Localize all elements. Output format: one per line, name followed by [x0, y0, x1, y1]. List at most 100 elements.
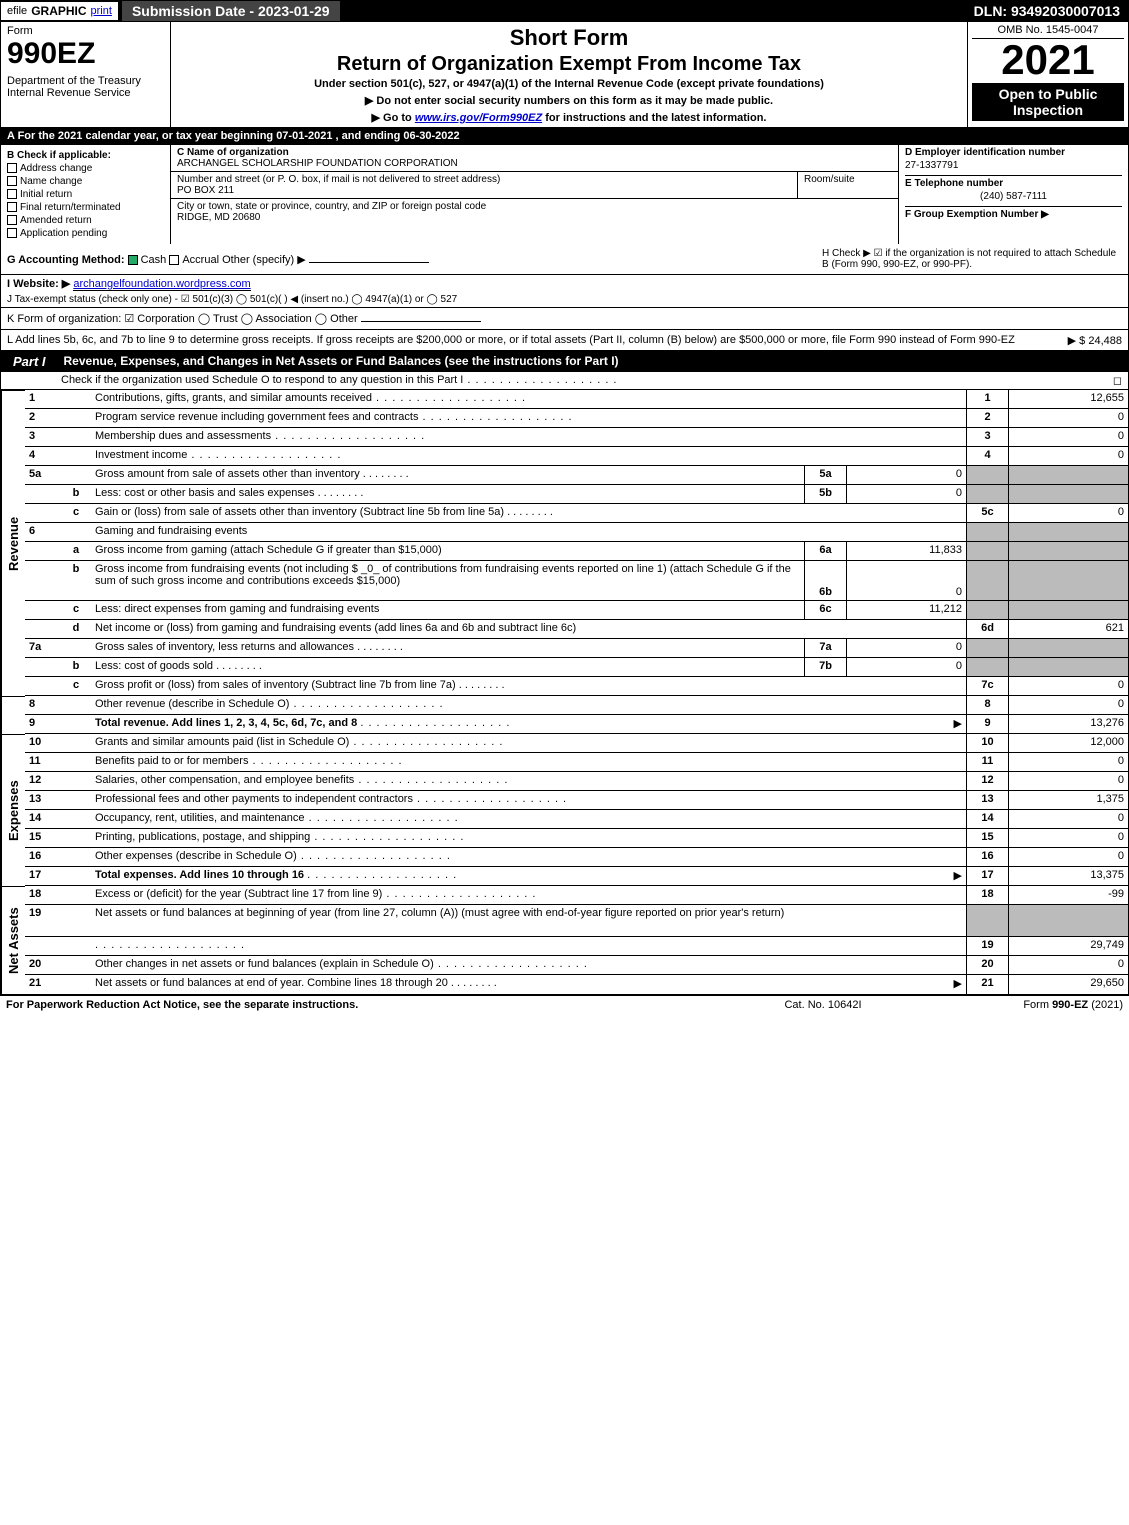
shade-6c-v: [1008, 601, 1128, 620]
graphic-label: GRAPHIC: [31, 4, 86, 18]
k-form-org: K Form of organization: ☑ Corporation ◯ …: [0, 308, 1129, 330]
line-19-val: 29,749: [1008, 937, 1128, 956]
section-a: A For the 2021 calendar year, or tax yea…: [0, 128, 1129, 145]
j-tax-exempt: J Tax-exempt status (check only one) - ☑…: [0, 292, 1129, 308]
line-3-desc: Membership dues and assessments: [91, 428, 966, 447]
room-label: Room/suite: [804, 174, 892, 185]
line-4-num: 4: [25, 447, 61, 466]
street-value: PO BOX 211: [177, 185, 791, 196]
e-phone-label: E Telephone number: [905, 175, 1122, 189]
phone-value: (240) 587-7111: [905, 189, 1122, 206]
line-6-desc: Gaming and fundraising events: [91, 523, 966, 542]
line-18-box: 18: [966, 886, 1008, 905]
line-3-num: 3: [25, 428, 61, 447]
line-16-val: 0: [1008, 848, 1128, 867]
line-10-num: 10: [25, 734, 61, 753]
line-5c-desc: Gain or (loss) from sale of assets other…: [91, 504, 966, 523]
line-8-desc: Other revenue (describe in Schedule O): [91, 696, 966, 715]
part-i-check-text: Check if the organization used Schedule …: [61, 374, 1113, 387]
b-label: B Check if applicable:: [7, 150, 164, 161]
website-link[interactable]: archangelfoundation.wordpress.com: [73, 278, 250, 291]
department-label: Department of the Treasury Internal Reve…: [7, 75, 164, 99]
line-14-num: 14: [25, 810, 61, 829]
line-5c-val: 0: [1008, 504, 1128, 523]
line-10-desc: Grants and similar amounts paid (list in…: [91, 734, 966, 753]
shade-5b-v: [1008, 485, 1128, 504]
line-21-val: 29,650: [1008, 975, 1128, 994]
shade-6b: [966, 561, 1008, 601]
l-amount: ▶ $ 24,488: [1068, 334, 1122, 347]
line-5a-num: 5a: [25, 466, 61, 485]
line-6-num: 6: [25, 523, 61, 542]
line-20-num: 20: [25, 956, 61, 975]
line-2-val: 0: [1008, 409, 1128, 428]
i-label: I Website: ▶: [7, 278, 70, 290]
line-15-val: 0: [1008, 829, 1128, 848]
line-9-num: 9: [25, 715, 61, 734]
line-11-box: 11: [966, 753, 1008, 772]
line-19-box: 19: [966, 937, 1008, 956]
revenue-label-2: [1, 696, 25, 734]
line-1-desc: Contributions, gifts, grants, and simila…: [91, 390, 966, 409]
cb-initial-return[interactable]: Initial return: [7, 189, 164, 200]
line-14-desc: Occupancy, rent, utilities, and maintena…: [91, 810, 966, 829]
shade-7b-v: [1008, 658, 1128, 677]
line-7b-num: b: [61, 658, 91, 677]
line-6a-ival: 11,833: [846, 542, 966, 561]
part-i-title: Revenue, Expenses, and Changes in Net As…: [58, 351, 625, 372]
cb-name-change[interactable]: Name change: [7, 176, 164, 187]
line-13-num: 13: [25, 791, 61, 810]
line-6b-desc: Gross income from fundraising events (no…: [91, 561, 804, 601]
line-7a-ival: 0: [846, 639, 966, 658]
line-9-desc: Total revenue. Add lines 1, 2, 3, 4, 5c,…: [91, 715, 966, 734]
cb-application-pending[interactable]: Application pending: [7, 228, 164, 239]
ein-value: 27-1337791: [905, 158, 1122, 175]
line-7c-val: 0: [1008, 677, 1128, 696]
line-1-num: 1: [25, 390, 61, 409]
print-link[interactable]: print: [91, 5, 112, 17]
line-16-box: 16: [966, 848, 1008, 867]
line-16-desc: Other expenses (describe in Schedule O): [91, 848, 966, 867]
line-13-desc: Professional fees and other payments to …: [91, 791, 966, 810]
line-14-val: 0: [1008, 810, 1128, 829]
shade-6c: [966, 601, 1008, 620]
city-label: City or town, state or province, country…: [177, 201, 892, 212]
line-12-num: 12: [25, 772, 61, 791]
netassets-label: Net Assets: [1, 886, 25, 994]
cb-amended-return[interactable]: Amended return: [7, 215, 164, 226]
line-17-box: 17: [966, 867, 1008, 886]
line-11-desc: Benefits paid to or for members: [91, 753, 966, 772]
line-12-desc: Salaries, other compensation, and employ…: [91, 772, 966, 791]
k-text: K Form of organization: ☑ Corporation ◯ …: [7, 313, 358, 325]
f-group-label: F Group Exemption Number ▶: [905, 206, 1122, 220]
line-18-desc: Excess or (deficit) for the year (Subtra…: [91, 886, 966, 905]
line-21-num: 21: [25, 975, 61, 994]
line-5a-ibox: 5a: [804, 466, 846, 485]
line-9-val: 13,276: [1008, 715, 1128, 734]
part-i-header: Part I Revenue, Expenses, and Changes in…: [0, 351, 1129, 372]
paperwork-notice: For Paperwork Reduction Act Notice, see …: [6, 999, 723, 1011]
part-i-checkbox[interactable]: ◻: [1113, 374, 1122, 387]
line-19-num: 19: [25, 905, 61, 937]
line-6d-desc: Net income or (loss) from gaming and fun…: [91, 620, 966, 639]
line-10-val: 12,000: [1008, 734, 1128, 753]
cb-cash[interactable]: Cash: [128, 254, 167, 266]
cb-accrual[interactable]: Accrual: [169, 254, 219, 266]
line-1-box: 1: [966, 390, 1008, 409]
cb-address-change[interactable]: Address change: [7, 163, 164, 174]
line-19b-desc: [91, 937, 966, 956]
line-15-box: 15: [966, 829, 1008, 848]
line-5b-ival: 0: [846, 485, 966, 504]
part-i-check-line: Check if the organization used Schedule …: [1, 372, 1128, 390]
line-16-num: 16: [25, 848, 61, 867]
line-9-box: 9: [966, 715, 1008, 734]
irs-link[interactable]: www.irs.gov/Form990EZ: [415, 112, 542, 124]
line-5b-ibox: 5b: [804, 485, 846, 504]
line-13-val: 1,375: [1008, 791, 1128, 810]
arrow-9: ▶: [954, 717, 962, 730]
line-8-val: 0: [1008, 696, 1128, 715]
entity-block: B Check if applicable: Address change Na…: [0, 145, 1129, 244]
efile-graphic-print: efile GRAPHIC print: [1, 2, 122, 20]
cb-final-return[interactable]: Final return/terminated: [7, 202, 164, 213]
arrow-21: ▶: [954, 977, 962, 990]
